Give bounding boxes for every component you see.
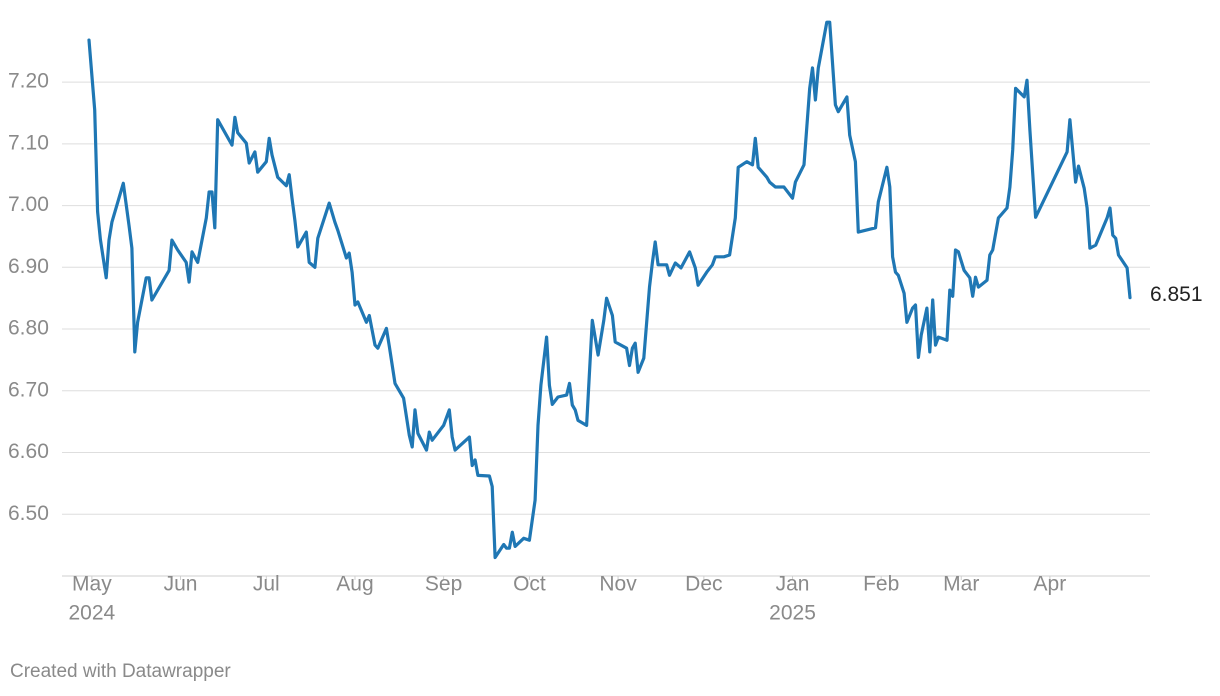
y-tick-label: 7.20 xyxy=(8,70,49,93)
y-tick-label: 7.00 xyxy=(8,193,49,216)
x-tick-label: Oct xyxy=(513,573,546,596)
x-tick-label: Nov xyxy=(599,573,637,596)
x-tick-label: Aug xyxy=(336,573,373,596)
y-tick-label: 6.70 xyxy=(8,378,49,401)
x-tick-label: May xyxy=(72,573,112,596)
year-label: 2025 xyxy=(769,602,816,625)
y-tick-label: 6.60 xyxy=(8,440,49,463)
y-tick-label: 6.50 xyxy=(8,502,49,525)
year-label: 2024 xyxy=(69,602,116,625)
footer: Created with Datawrapper xyxy=(10,661,231,682)
y-tick-label: 6.80 xyxy=(8,317,49,340)
y-tick-label: 6.90 xyxy=(8,255,49,278)
line-series xyxy=(87,20,1132,560)
x-tick-label: Apr xyxy=(1034,573,1067,596)
x-tick-label: Mar xyxy=(943,573,979,596)
y-tick-label: 7.10 xyxy=(8,131,49,154)
x-tick-label: Jul xyxy=(253,573,280,596)
x-tick-label: Sep xyxy=(425,573,462,596)
x-tick-label: Jan xyxy=(776,573,810,596)
end-value-label: 6.851 xyxy=(1150,283,1203,306)
x-tick-label: Dec xyxy=(685,573,722,596)
x-tick-label: Feb xyxy=(863,573,899,596)
x-tick-label: Jun xyxy=(164,573,198,596)
